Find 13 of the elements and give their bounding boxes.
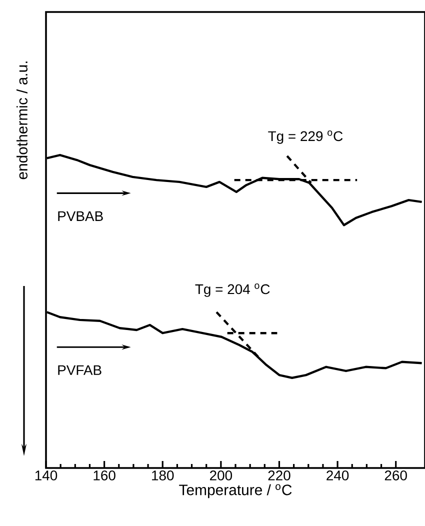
y-axis-title: endothermic / a.u. [16,62,28,180]
annotation: Tg = 229 $^{o}$C [268,130,343,144]
x-tick-label: 240 [326,470,349,480]
x-tick-label: 160 [94,470,116,480]
x-tick-label: 180 [152,470,174,480]
annotation: Tg = 204 $^{o}$C [195,284,270,297]
text: PVBAB [58,211,103,221]
x-tick-label: 260 [384,470,407,480]
x-tick-label: 200 [210,470,232,480]
x-axis-title: Temperature / $^{o}$C [179,484,292,498]
x-tick-label: 140 [35,470,58,480]
text: PVFAB [58,365,102,375]
x-tick-label: 220 [268,470,290,480]
